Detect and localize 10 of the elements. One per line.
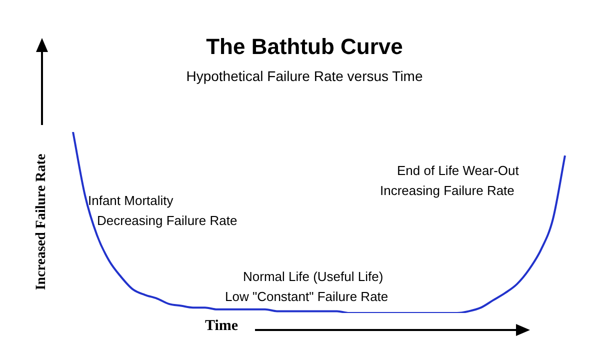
y-axis-title: Increased Failure Rate — [34, 154, 50, 290]
annotation: End of Life Wear-Out — [397, 163, 519, 178]
x-axis-title: Time — [205, 318, 238, 335]
chart-title: The Bathtub Curve — [205, 34, 404, 60]
annotation: Increasing Failure Rate — [380, 183, 514, 198]
annotation: Normal Life (Useful Life) — [243, 269, 384, 284]
annotation: Decreasing Failure Rate — [97, 213, 238, 228]
annotation: Low "Constant" Failure Rate — [225, 289, 388, 304]
annotation: Infant Mortality — [88, 193, 174, 208]
chart-subtitle: Hypothetical Failure Rate versus Time — [185, 68, 424, 84]
